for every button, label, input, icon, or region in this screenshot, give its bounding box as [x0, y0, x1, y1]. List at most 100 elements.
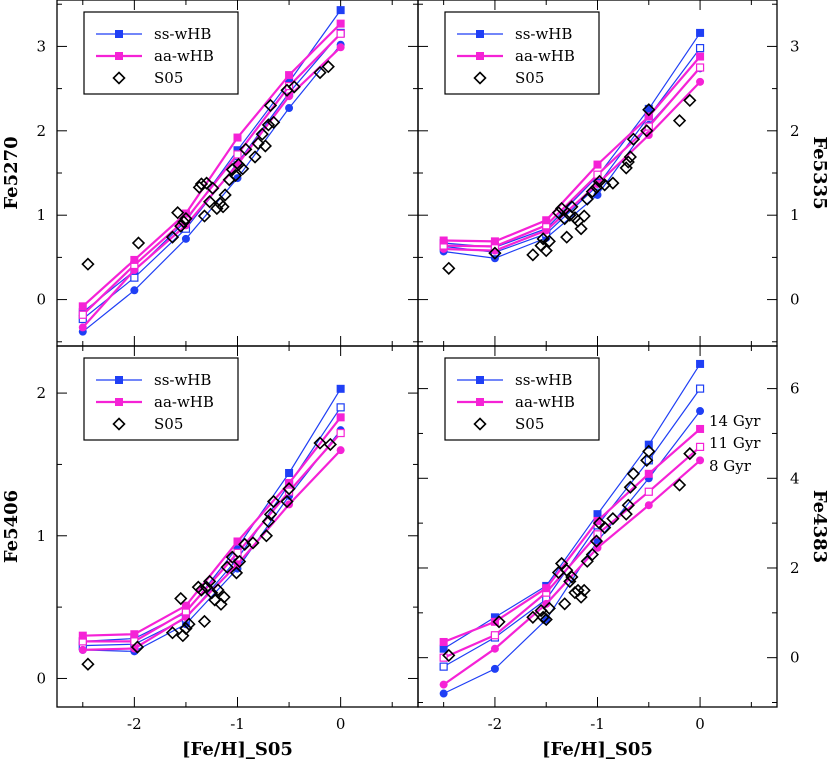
- series-line-aa-11gyr: [443, 446, 701, 659]
- s05-point: [606, 176, 620, 190]
- s05-point: [165, 626, 180, 640]
- s05-point: [239, 142, 253, 157]
- x-axis-title: [Fe/H]_S05: [182, 739, 293, 760]
- legend-marker: [115, 30, 123, 38]
- legend-entry: S05: [515, 69, 544, 87]
- s05-point: [542, 234, 556, 248]
- s05-point: [203, 195, 217, 209]
- s05-point: [565, 200, 579, 214]
- y-tick-label: 4: [790, 469, 800, 487]
- point-aa: [233, 133, 242, 142]
- series-line-ss-8gyr: [443, 363, 701, 650]
- point-ss: [336, 384, 345, 393]
- y-tick-label: 2: [790, 559, 800, 577]
- series-line-aa-8gyr: [443, 428, 701, 644]
- s05-point: [574, 222, 588, 236]
- s05-point: [81, 657, 95, 671]
- point-aa: [542, 584, 551, 593]
- s05-point: [554, 201, 569, 216]
- s05-point: [208, 593, 222, 607]
- point-aa: [336, 428, 345, 438]
- s05-point: [558, 211, 572, 226]
- s05-point: [539, 244, 553, 258]
- point-aa: [336, 413, 345, 422]
- y-tick-label: 6: [790, 380, 800, 398]
- series-line-aa-11gyr: [82, 33, 342, 316]
- point-aa: [593, 160, 602, 169]
- s05-point: [228, 168, 243, 183]
- point-aa: [336, 29, 345, 38]
- series-line-aa-11gyr: [443, 66, 701, 248]
- point-ss: [285, 104, 294, 113]
- series-line-ss-8gyr: [82, 388, 342, 642]
- point-ss: [130, 286, 139, 295]
- s05-point: [577, 583, 591, 598]
- series-line-aa-14gyr: [442, 459, 701, 686]
- point-aa: [490, 237, 499, 246]
- s05-point: [248, 150, 262, 164]
- point-aa: [78, 302, 87, 311]
- series-line-ss-14gyr: [443, 67, 701, 259]
- s05-point: [236, 162, 250, 176]
- s05-point: [225, 550, 239, 564]
- series-line-ss-14gyr: [443, 410, 701, 695]
- s05-point: [526, 248, 540, 262]
- y-tick-label: 2: [790, 122, 800, 140]
- s05-point: [565, 570, 579, 584]
- legend-marker: [476, 52, 484, 60]
- s05-point: [580, 192, 594, 206]
- legend-marker: [115, 376, 123, 384]
- s05-point: [585, 184, 600, 199]
- s05-point: [619, 161, 633, 175]
- s05-point: [197, 614, 212, 629]
- point-aa: [644, 112, 653, 121]
- s05-point: [642, 444, 656, 459]
- point-aa: [490, 644, 499, 653]
- series-line-aa-8gyr: [443, 55, 701, 243]
- s05-point: [197, 209, 212, 223]
- panel-top-right: 0 1 2 3 Fe5335 ss-wHB aa-wHB S05: [417, 0, 830, 347]
- point-aa: [695, 63, 705, 72]
- legend-entry: ss-wHB: [154, 371, 211, 389]
- point-aa: [78, 310, 87, 319]
- point-ss: [644, 104, 653, 113]
- point-aa: [233, 537, 242, 546]
- age-label: 14 Gyr: [709, 412, 761, 430]
- y-axis-title: Fe5270: [1, 136, 22, 209]
- s05-point: [287, 80, 301, 94]
- point-aa: [542, 216, 551, 225]
- s05-point: [246, 536, 260, 550]
- point-aa: [285, 71, 294, 80]
- s05-point: [592, 174, 607, 189]
- s05-point: [217, 590, 231, 604]
- point-ss: [644, 440, 653, 449]
- s05-point: [577, 209, 591, 223]
- point-aa: [439, 680, 448, 689]
- series-line-ss-14gyr: [82, 429, 342, 653]
- legend-marker: [476, 398, 484, 406]
- point-aa: [336, 446, 345, 455]
- point-aa: [78, 645, 87, 654]
- s05-point: [313, 436, 327, 450]
- x-tick-label: -1: [590, 715, 605, 733]
- point-ss: [490, 664, 499, 673]
- s05-point: [598, 520, 612, 535]
- point-aa: [130, 255, 139, 264]
- point-aa: [181, 601, 190, 610]
- s05-point: [589, 534, 604, 548]
- series-line-aa-8gyr: [82, 22, 342, 308]
- s05-point: [539, 612, 553, 627]
- y-tick-label: 3: [790, 37, 800, 55]
- legend-entry: aa-wHB: [515, 393, 575, 411]
- s05-point: [251, 136, 265, 151]
- s05-point: [492, 615, 506, 629]
- s05-point: [619, 507, 633, 521]
- legend-entry: S05: [515, 415, 544, 433]
- s05-point: [313, 65, 327, 80]
- s05-point: [280, 494, 294, 509]
- s05-point: [218, 188, 232, 202]
- point-aa: [439, 637, 448, 646]
- s05-point: [266, 115, 281, 129]
- s05-point: [165, 230, 180, 244]
- s05-point: [442, 648, 456, 663]
